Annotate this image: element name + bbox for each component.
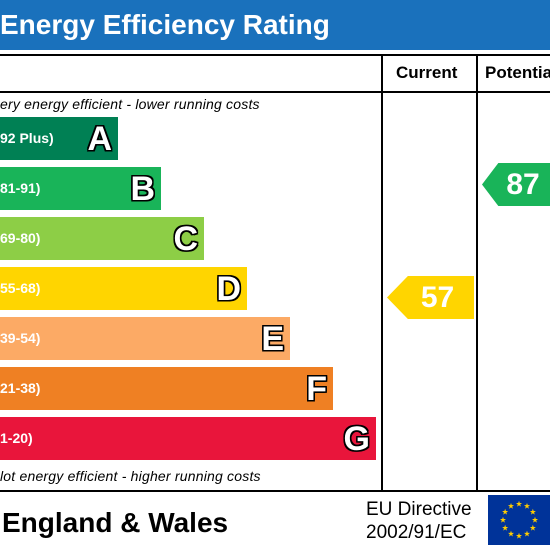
star-icon (531, 516, 539, 523)
potential-rating-arrow: 87 (482, 163, 550, 206)
band-range-label: 92 Plus) (0, 130, 54, 146)
band-range-label: 39-54) (0, 330, 41, 346)
directive-line-1: EU Directive (366, 499, 472, 520)
page-title: Energy Efficiency Rating (0, 9, 330, 40)
footer-country: England & Wales (2, 507, 229, 538)
star-icon (507, 530, 515, 537)
band-b: 81-91) B (0, 167, 161, 210)
current-rating-value: 57 (420, 281, 455, 314)
divider-potential (476, 54, 478, 492)
star-icon (499, 516, 507, 523)
star-icon (515, 532, 523, 539)
star-icon (507, 502, 515, 509)
band-d: 55-68) D (0, 267, 247, 310)
band-letter: B (130, 170, 155, 208)
star-icon (502, 508, 509, 515)
note-bottom: lot energy efficient - higher running co… (0, 468, 261, 484)
band-letter: C (173, 220, 198, 258)
star-icon (523, 502, 531, 509)
band-letter: A (87, 120, 112, 158)
directive-line-2: 2002/91/EC (366, 522, 467, 543)
star-icon (515, 500, 523, 507)
band-c: 69-80) C (0, 217, 204, 260)
star-icon (529, 508, 536, 515)
band-a: 92 Plus) A (0, 117, 118, 160)
column-header-current: Current (396, 63, 458, 82)
eu-flag-icon (488, 495, 550, 545)
header-row-divider (0, 91, 550, 93)
note-top: ery energy efficient - lower running cos… (0, 96, 260, 112)
band-e: 39-54) E (0, 317, 290, 360)
column-header-potential: Potentia (485, 63, 550, 82)
band-range-label: 1-20) (0, 430, 33, 446)
band-range-label: 81-91) (0, 180, 41, 196)
band-range-label: 21-38) (0, 380, 41, 396)
band-f: 21-38) F (0, 367, 333, 410)
footer-directive: EU Directive 2002/91/EC (366, 498, 472, 544)
band-letter: D (216, 270, 241, 308)
band-g: 1-20) G (0, 417, 376, 460)
potential-rating-value: 87 (506, 168, 540, 201)
star-icon (529, 524, 536, 531)
divider-current (381, 54, 383, 492)
current-rating-arrow: 57 (387, 276, 474, 319)
band-letter: F (306, 370, 327, 408)
band-range-label: 55-68) (0, 280, 41, 296)
header-bar: Energy Efficiency Rating (0, 0, 550, 50)
band-letter: E (261, 320, 284, 358)
footer-divider (0, 490, 550, 492)
band-letter: G (343, 420, 370, 458)
band-range-label: 69-80) (0, 230, 41, 246)
star-icon (523, 530, 531, 537)
star-icon (502, 524, 509, 531)
